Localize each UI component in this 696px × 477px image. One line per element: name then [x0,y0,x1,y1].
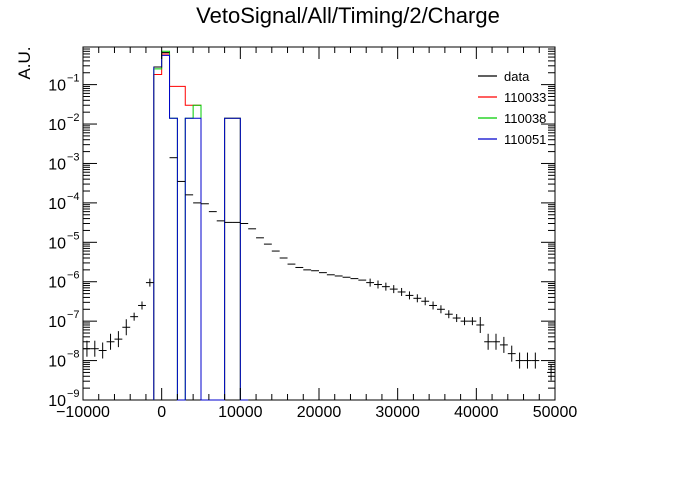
x-tick-label: 20000 [297,404,342,421]
data-point [413,294,422,303]
y-tick-label-exponent: −2 [67,112,80,124]
data-point [90,340,99,357]
data-point [515,352,524,369]
data-point [429,301,437,310]
y-tick-label: 10 [48,117,66,134]
data-point [405,291,414,300]
histogram-series [153,50,249,401]
data-point [366,278,375,287]
legend-label-110038: 110038 [504,111,546,126]
data-point [138,301,146,310]
x-tick-label: 30000 [375,404,420,421]
y-tick-label-exponent: −8 [67,349,80,361]
data-point [381,282,390,291]
data-point [145,278,154,287]
y-tick-label: 10 [48,354,66,371]
y-tick-label-exponent: −1 [67,73,80,85]
y-tick-label: 10 [48,314,66,331]
axes: −10000 0 10000 20000 30000 40000 5000010−910−8… [48,46,578,421]
data-point [114,331,123,348]
data-point [523,352,532,369]
data-point [476,316,485,333]
y-tick-label: 10 [48,196,66,213]
data-point [499,336,508,353]
y-tick-label-exponent: −6 [67,270,80,282]
data-point [421,297,430,306]
y-tick-label: 10 [48,78,66,95]
legend: data 110033 110038 110051 [478,69,546,147]
data-point [374,280,382,289]
data-point [389,285,398,294]
data-point [106,333,115,350]
y-tick-label: 10 [48,393,66,410]
x-tick-label: 50000 [533,404,578,421]
data-point [468,317,477,326]
y-tick-label-exponent: −3 [67,151,80,163]
y-tick-label: 10 [48,156,66,173]
chart-title: VetoSignal/All/Timing/2/Charge [196,3,500,28]
x-tick-label: 10000 [218,404,263,421]
data-point [444,310,453,319]
y-tick-label: 10 [48,235,66,252]
y-tick-label-exponent: −7 [67,309,80,321]
legend-label-data: data [504,69,530,84]
y-tick-label-exponent: −5 [67,230,80,242]
x-tick-label: −10000 [56,404,110,421]
data-point [122,319,131,336]
legend-label-110051: 110051 [504,132,546,147]
x-tick-label: 40000 [454,404,499,421]
y-tick-label: 10 [48,275,66,292]
series-line-110051 [153,54,249,401]
data-point [507,345,516,362]
data-point [452,314,461,323]
data-point [484,333,493,350]
data-point [98,342,107,359]
data-point [492,333,500,350]
data-point [437,305,445,314]
y-tick-label-exponent: −4 [67,191,80,203]
data-point [460,317,469,326]
x-tick-label: 0 [157,404,166,421]
legend-label-110033: 110033 [504,90,546,105]
data-point [397,287,406,296]
data-point [531,352,540,369]
y-tick-label-exponent: −9 [67,388,80,400]
data-point [130,312,139,321]
y-axis-label: A.U. [15,46,34,79]
